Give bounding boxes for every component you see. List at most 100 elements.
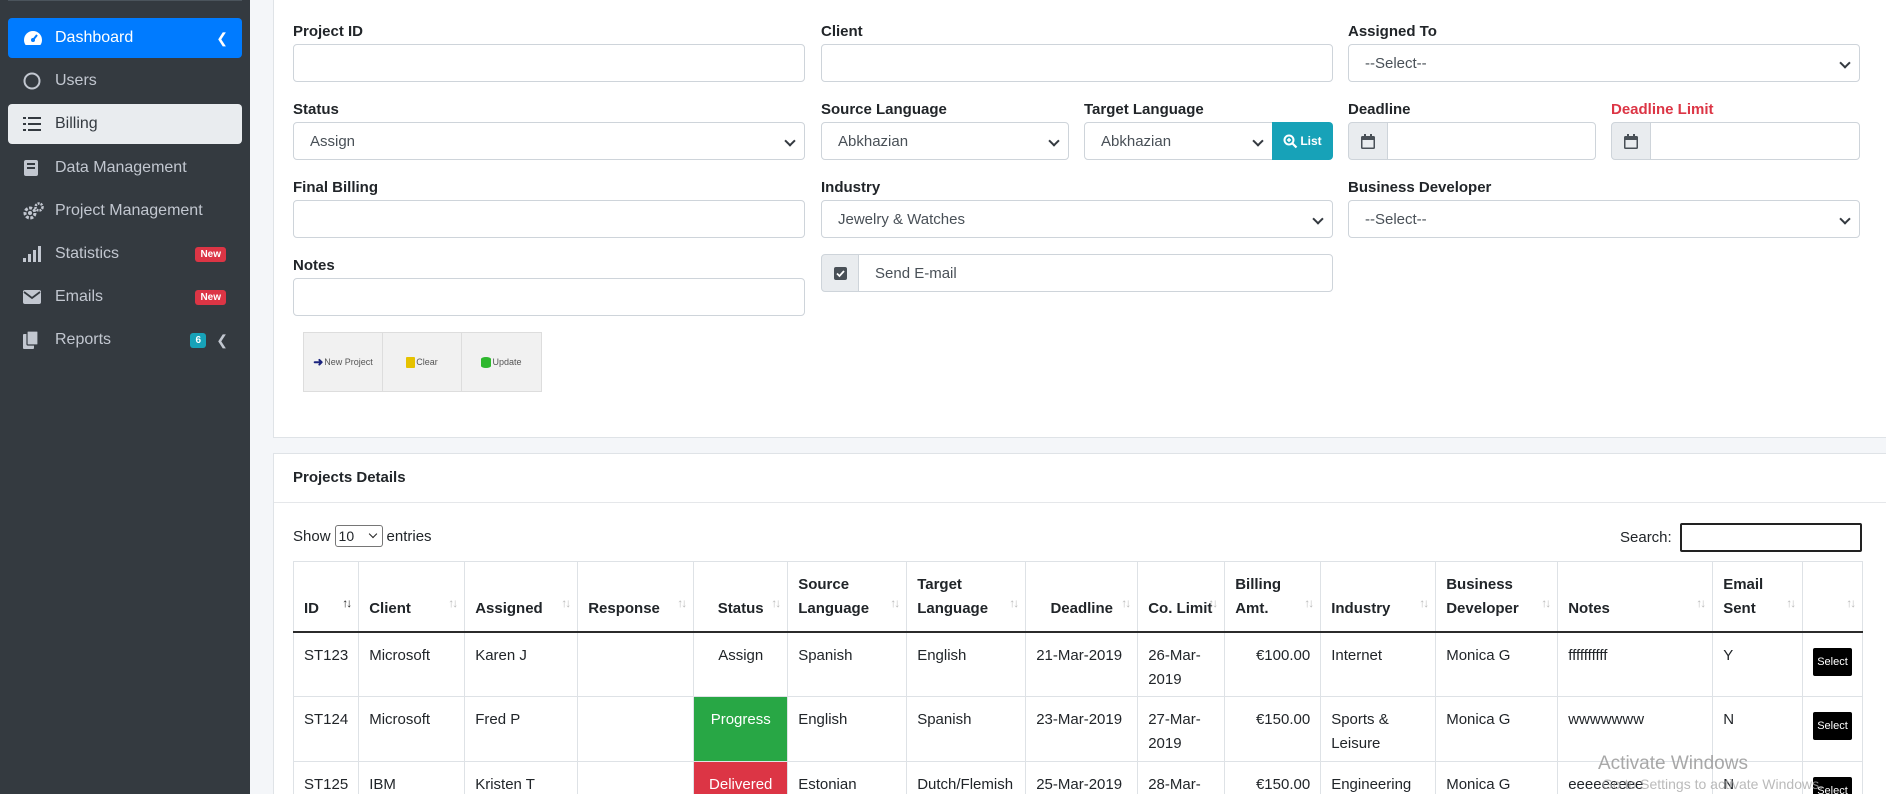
- client-input[interactable]: [821, 44, 1333, 82]
- column-header-target-language[interactable]: Target Language ↑↓: [906, 561, 1027, 633]
- table-row[interactable]: ST125 IBM Kristen T Delivered Estonian D…: [292, 761, 1864, 794]
- table-row[interactable]: ST123 Microsoft Karen J Assign Spanish E…: [292, 631, 1864, 697]
- column-header-status[interactable]: Status ↑↓: [693, 561, 789, 633]
- activate-windows-hint: Go to Settings to activate Windows.: [1602, 776, 1823, 792]
- cell-email-sent: N: [1712, 761, 1804, 794]
- cell-target-language: English: [906, 631, 1027, 697]
- cell-target-language: Dutch/Flemish: [906, 761, 1027, 794]
- cell-billing: €150.00: [1224, 696, 1322, 762]
- column-header-source-language[interactable]: Source Language ↑↓: [787, 561, 908, 633]
- sidebar: Dashboard ❮ Users Billing Data Managemen…: [0, 0, 250, 794]
- select-button[interactable]: Select: [1813, 647, 1852, 676]
- source-language-select[interactable]: Abkhazian: [821, 122, 1069, 160]
- industry-select[interactable]: Jewelry & Watches: [821, 200, 1333, 238]
- cell-status: Delivered: [693, 761, 789, 794]
- cell-status: Progress: [693, 696, 789, 762]
- final-billing-label: Final Billing: [293, 179, 378, 196]
- project-id-input[interactable]: [293, 44, 805, 82]
- column-header-billing-amt[interactable]: Billing Amt. ↑↓: [1224, 561, 1322, 633]
- cell-id: ST124: [292, 696, 360, 762]
- sidebar-item-label: Data Management: [55, 159, 187, 176]
- status-select[interactable]: Assign: [293, 122, 805, 160]
- source-language-label: Source Language: [821, 101, 947, 118]
- sidebar-item-emails[interactable]: Emails New: [8, 277, 242, 317]
- sidebar-item-billing[interactable]: Billing: [8, 104, 242, 144]
- target-language-label: Target Language: [1084, 101, 1204, 118]
- search-input[interactable]: [1679, 523, 1862, 552]
- deadline-limit-input[interactable]: [1650, 122, 1860, 160]
- assigned-to-select[interactable]: --Select--: [1348, 44, 1860, 82]
- sidebar-item-project-management[interactable]: Project Management: [8, 191, 242, 231]
- entries-label: entries: [386, 527, 432, 545]
- sidebar-item-data-management[interactable]: Data Management: [8, 148, 242, 188]
- sidebar-item-label: Dashboard: [55, 29, 134, 46]
- clear-button[interactable]: Clear: [383, 333, 462, 391]
- cell-email-sent: Y: [1712, 631, 1804, 697]
- column-header-business-developer[interactable]: Business Developer ↑↓: [1435, 561, 1559, 633]
- calendar-icon[interactable]: [1348, 122, 1388, 160]
- cell-client: Microsoft: [358, 631, 466, 697]
- deadline-input[interactable]: [1387, 122, 1596, 160]
- sidebar-item-dashboard[interactable]: Dashboard ❮: [8, 18, 242, 58]
- project-id-label: Project ID: [293, 23, 364, 40]
- cell-client: Microsoft: [358, 696, 466, 762]
- send-email-label: Send E-mail: [875, 264, 957, 282]
- final-billing-input[interactable]: [293, 200, 805, 238]
- cell-co-limit: 28-Mar-: [1137, 761, 1226, 794]
- activate-windows-watermark: Activate Windows: [1598, 753, 1748, 774]
- column-header-email-sent[interactable]: Email Sent ↑↓: [1712, 561, 1804, 633]
- list-button[interactable]: List: [1272, 122, 1333, 160]
- business-developer-select[interactable]: --Select--: [1348, 200, 1860, 238]
- new-project-button[interactable]: ➜ New Project: [304, 333, 383, 391]
- column-header-client[interactable]: Client ↑↓: [358, 561, 466, 633]
- notes-input[interactable]: [293, 278, 805, 316]
- assigned-to-label: Assigned To: [1348, 23, 1437, 40]
- column-header-industry[interactable]: Industry ↑↓: [1320, 561, 1437, 633]
- envelope-icon: [23, 290, 55, 304]
- cell-assigned: Fred P: [464, 696, 579, 762]
- target-language-value: Abkhazian: [1101, 132, 1172, 150]
- cell-billing: €150.00: [1224, 761, 1322, 794]
- sort-icon: ↑↓: [1304, 595, 1314, 610]
- copy-icon: [23, 331, 55, 349]
- cell-source-language: Estonian: [787, 761, 908, 794]
- sort-icon: ↑↓: [677, 595, 687, 610]
- column-header-action[interactable]: ↑↓: [1802, 561, 1864, 633]
- target-language-select[interactable]: Abkhazian: [1084, 122, 1273, 160]
- calendar-icon[interactable]: [1611, 122, 1651, 160]
- column-header-response[interactable]: Response ↑↓: [577, 561, 695, 633]
- column-header-deadline[interactable]: Deadline ↑↓: [1025, 561, 1139, 633]
- sort-icon: ↑↓: [1846, 595, 1856, 610]
- cell-developer: Monica G: [1435, 631, 1559, 697]
- count-badge: 6: [190, 332, 206, 348]
- sidebar-item-reports[interactable]: Reports 6 ❮: [8, 320, 242, 360]
- cell-developer: Monica G: [1435, 696, 1559, 762]
- cell-developer: Monica G: [1435, 761, 1559, 794]
- sidebar-item-users[interactable]: Users: [8, 61, 242, 101]
- business-developer-label: Business Developer: [1348, 179, 1492, 196]
- column-header-notes[interactable]: Notes ↑↓: [1557, 561, 1714, 633]
- sidebar-item-statistics[interactable]: Statistics New: [8, 234, 242, 274]
- deadline-label: Deadline: [1348, 101, 1411, 118]
- form-button-group: ➜ New Project Clear Update: [303, 332, 542, 392]
- column-header-co-limit[interactable]: Co. Limit ↑↓: [1137, 561, 1226, 633]
- sort-icon: ↑↓: [1009, 595, 1019, 610]
- sort-icon: ↑↓: [561, 595, 571, 610]
- column-header-id[interactable]: ID ↑↓: [292, 561, 360, 633]
- entries-select[interactable]: 10: [334, 525, 383, 547]
- new-project-label: New Project: [324, 357, 373, 367]
- table-row[interactable]: ST124 Microsoft Fred P Progress English …: [292, 696, 1864, 762]
- select-button[interactable]: Select: [1813, 777, 1852, 794]
- cell-id: ST125: [292, 761, 360, 794]
- card-divider: [274, 502, 1886, 503]
- sort-icon: ↑↓: [1696, 595, 1706, 610]
- gears-icon: [23, 202, 55, 220]
- sort-icon: ↑↓: [1121, 595, 1131, 610]
- select-button[interactable]: Select: [1813, 712, 1852, 740]
- sort-icon: ↑↓: [1419, 595, 1429, 610]
- update-label: Update: [492, 357, 522, 367]
- column-header-assigned[interactable]: Assigned ↑↓: [464, 561, 579, 633]
- cell-notes: ffffffffff: [1557, 631, 1714, 697]
- send-email-checkbox[interactable]: [821, 254, 859, 292]
- update-button[interactable]: Update: [462, 333, 541, 391]
